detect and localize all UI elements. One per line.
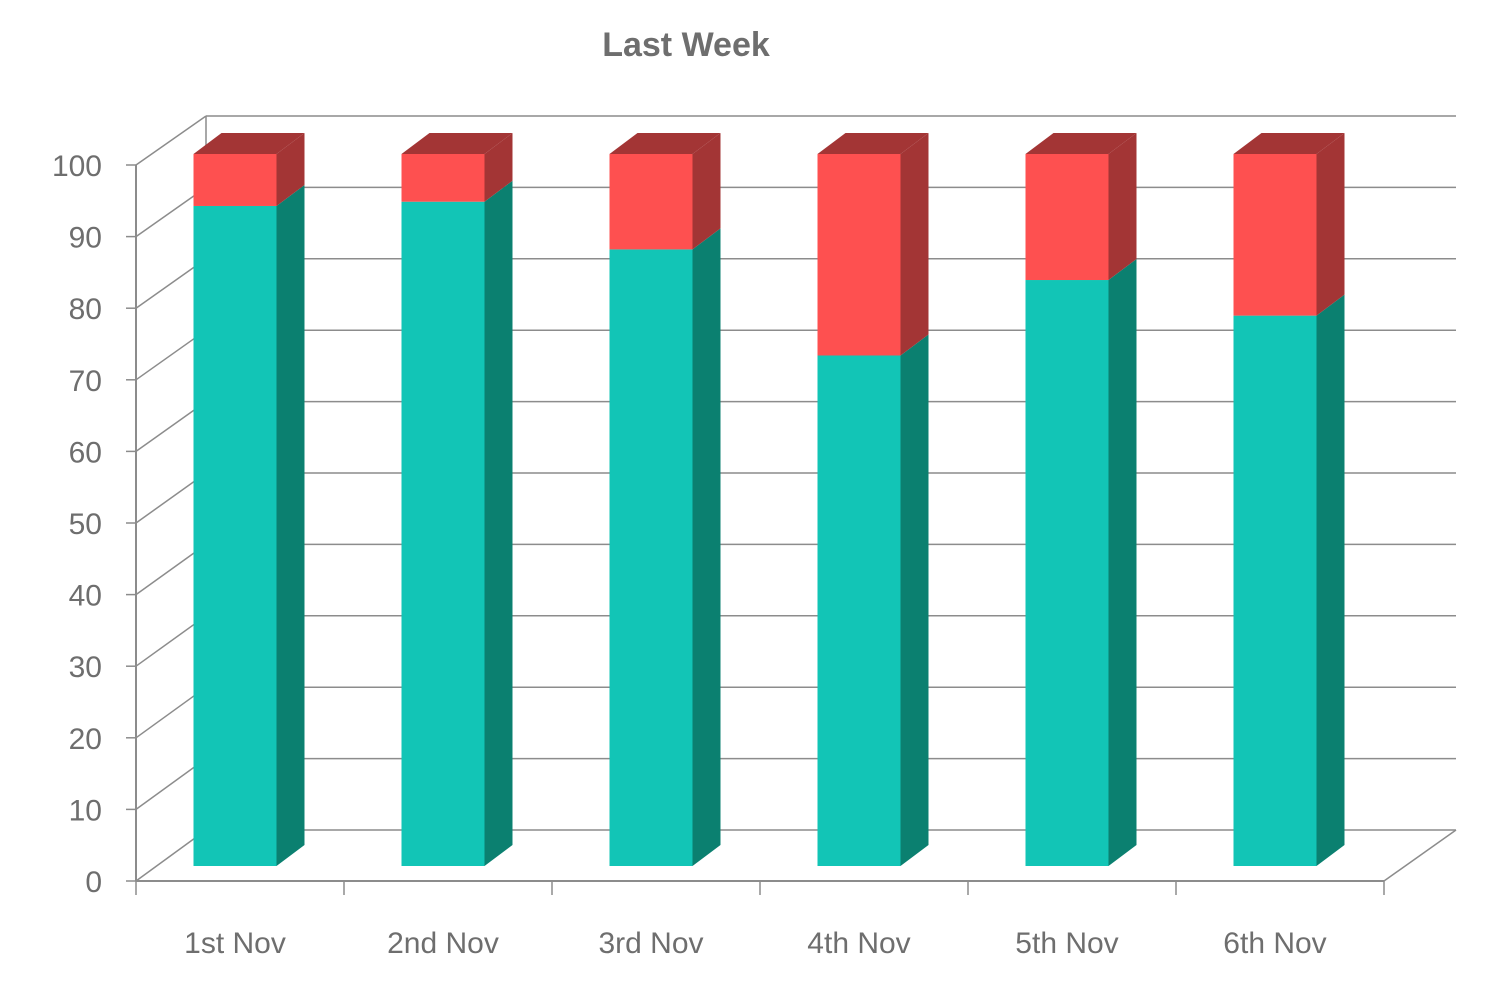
y-tick-label-8: 80 (69, 293, 102, 326)
x-tick-label-0: 1st Nov (184, 927, 286, 960)
bar-side-3-0 (900, 334, 929, 867)
bar-4-series-1 (1025, 133, 1137, 281)
bar-front-2-0 (609, 249, 693, 866)
bar-side-3-1 (900, 133, 929, 356)
y-tick-label-0: 0 (85, 866, 102, 899)
y-tick-label-2: 20 (69, 723, 102, 756)
bar-top-5 (1233, 133, 1345, 154)
y-tick-label-1: 10 (69, 794, 102, 827)
bar-0-series-1 (193, 133, 305, 206)
bar-side-5-0 (1316, 294, 1345, 866)
bar-side-4-0 (1108, 259, 1137, 866)
x-tick-label-2: 3rd Nov (598, 927, 703, 960)
bar-0-series-0 (193, 184, 305, 866)
floor-right-edge (1383, 829, 1457, 882)
bar-top-0 (193, 133, 305, 154)
y-tick-label-10: 100 (52, 150, 102, 183)
bar-side-2-0 (692, 228, 721, 866)
gridline-side-10 (135, 115, 207, 166)
y-tick-label-3: 30 (69, 651, 102, 684)
bar-front-0-1 (193, 154, 277, 206)
bar-top-4 (1025, 133, 1137, 154)
x-tick-label-4: 5th Nov (1015, 927, 1118, 960)
bar-top-1 (401, 133, 513, 154)
bar-front-0-0 (193, 205, 277, 866)
bar-front-1-1 (401, 154, 485, 202)
y-tick-label-6: 60 (69, 436, 102, 469)
x-tick-label-1: 2nd Nov (387, 927, 499, 960)
bar-front-3-0 (817, 355, 901, 866)
chart-title: Last Week (602, 26, 770, 64)
y-tick-label-5: 50 (69, 508, 102, 541)
bar-5-series-1 (1233, 133, 1345, 316)
x-tick-label-3: 4th Nov (807, 927, 910, 960)
bars (193, 133, 1345, 867)
bar-5-series-0 (1233, 294, 1345, 866)
bar-1-series-0 (401, 180, 513, 867)
bar-2-series-0 (609, 228, 721, 866)
bar-side-0-0 (276, 184, 305, 866)
bar-2-series-1 (609, 133, 721, 250)
y-tick-label-7: 70 (69, 365, 102, 398)
bar-side-5-1 (1316, 133, 1345, 316)
bar-3-series-1 (817, 133, 929, 356)
bar-front-3-1 (817, 154, 901, 356)
bar-front-4-1 (1025, 154, 1109, 281)
bar-front-5-0 (1233, 315, 1317, 866)
bar-top-2 (609, 133, 721, 154)
bar-side-1-0 (484, 180, 513, 867)
bar-front-4-0 (1025, 280, 1109, 866)
y-tick-label-9: 90 (69, 222, 102, 255)
bar-front-5-1 (1233, 154, 1317, 316)
bar-side-2-1 (692, 133, 721, 250)
axes (126, 164, 1457, 895)
bar-front-2-1 (609, 154, 693, 250)
bar-4-series-0 (1025, 259, 1137, 866)
bar-top-3 (817, 133, 929, 154)
labels: 0 10 20 30 40 50 60 70 80 90 100 1st Nov 2nd Nov 3rd … (52, 150, 1327, 960)
x-tick-label-5: 6th Nov (1223, 927, 1326, 960)
bar-front-1-0 (401, 201, 485, 867)
bar-side-1-1 (484, 133, 513, 202)
bar-1-series-1 (401, 133, 513, 202)
bar-3-series-0 (817, 334, 929, 867)
y-tick-label-4: 40 (69, 580, 102, 613)
bar-side-4-1 (1108, 133, 1137, 281)
bar-side-0-1 (276, 133, 305, 206)
